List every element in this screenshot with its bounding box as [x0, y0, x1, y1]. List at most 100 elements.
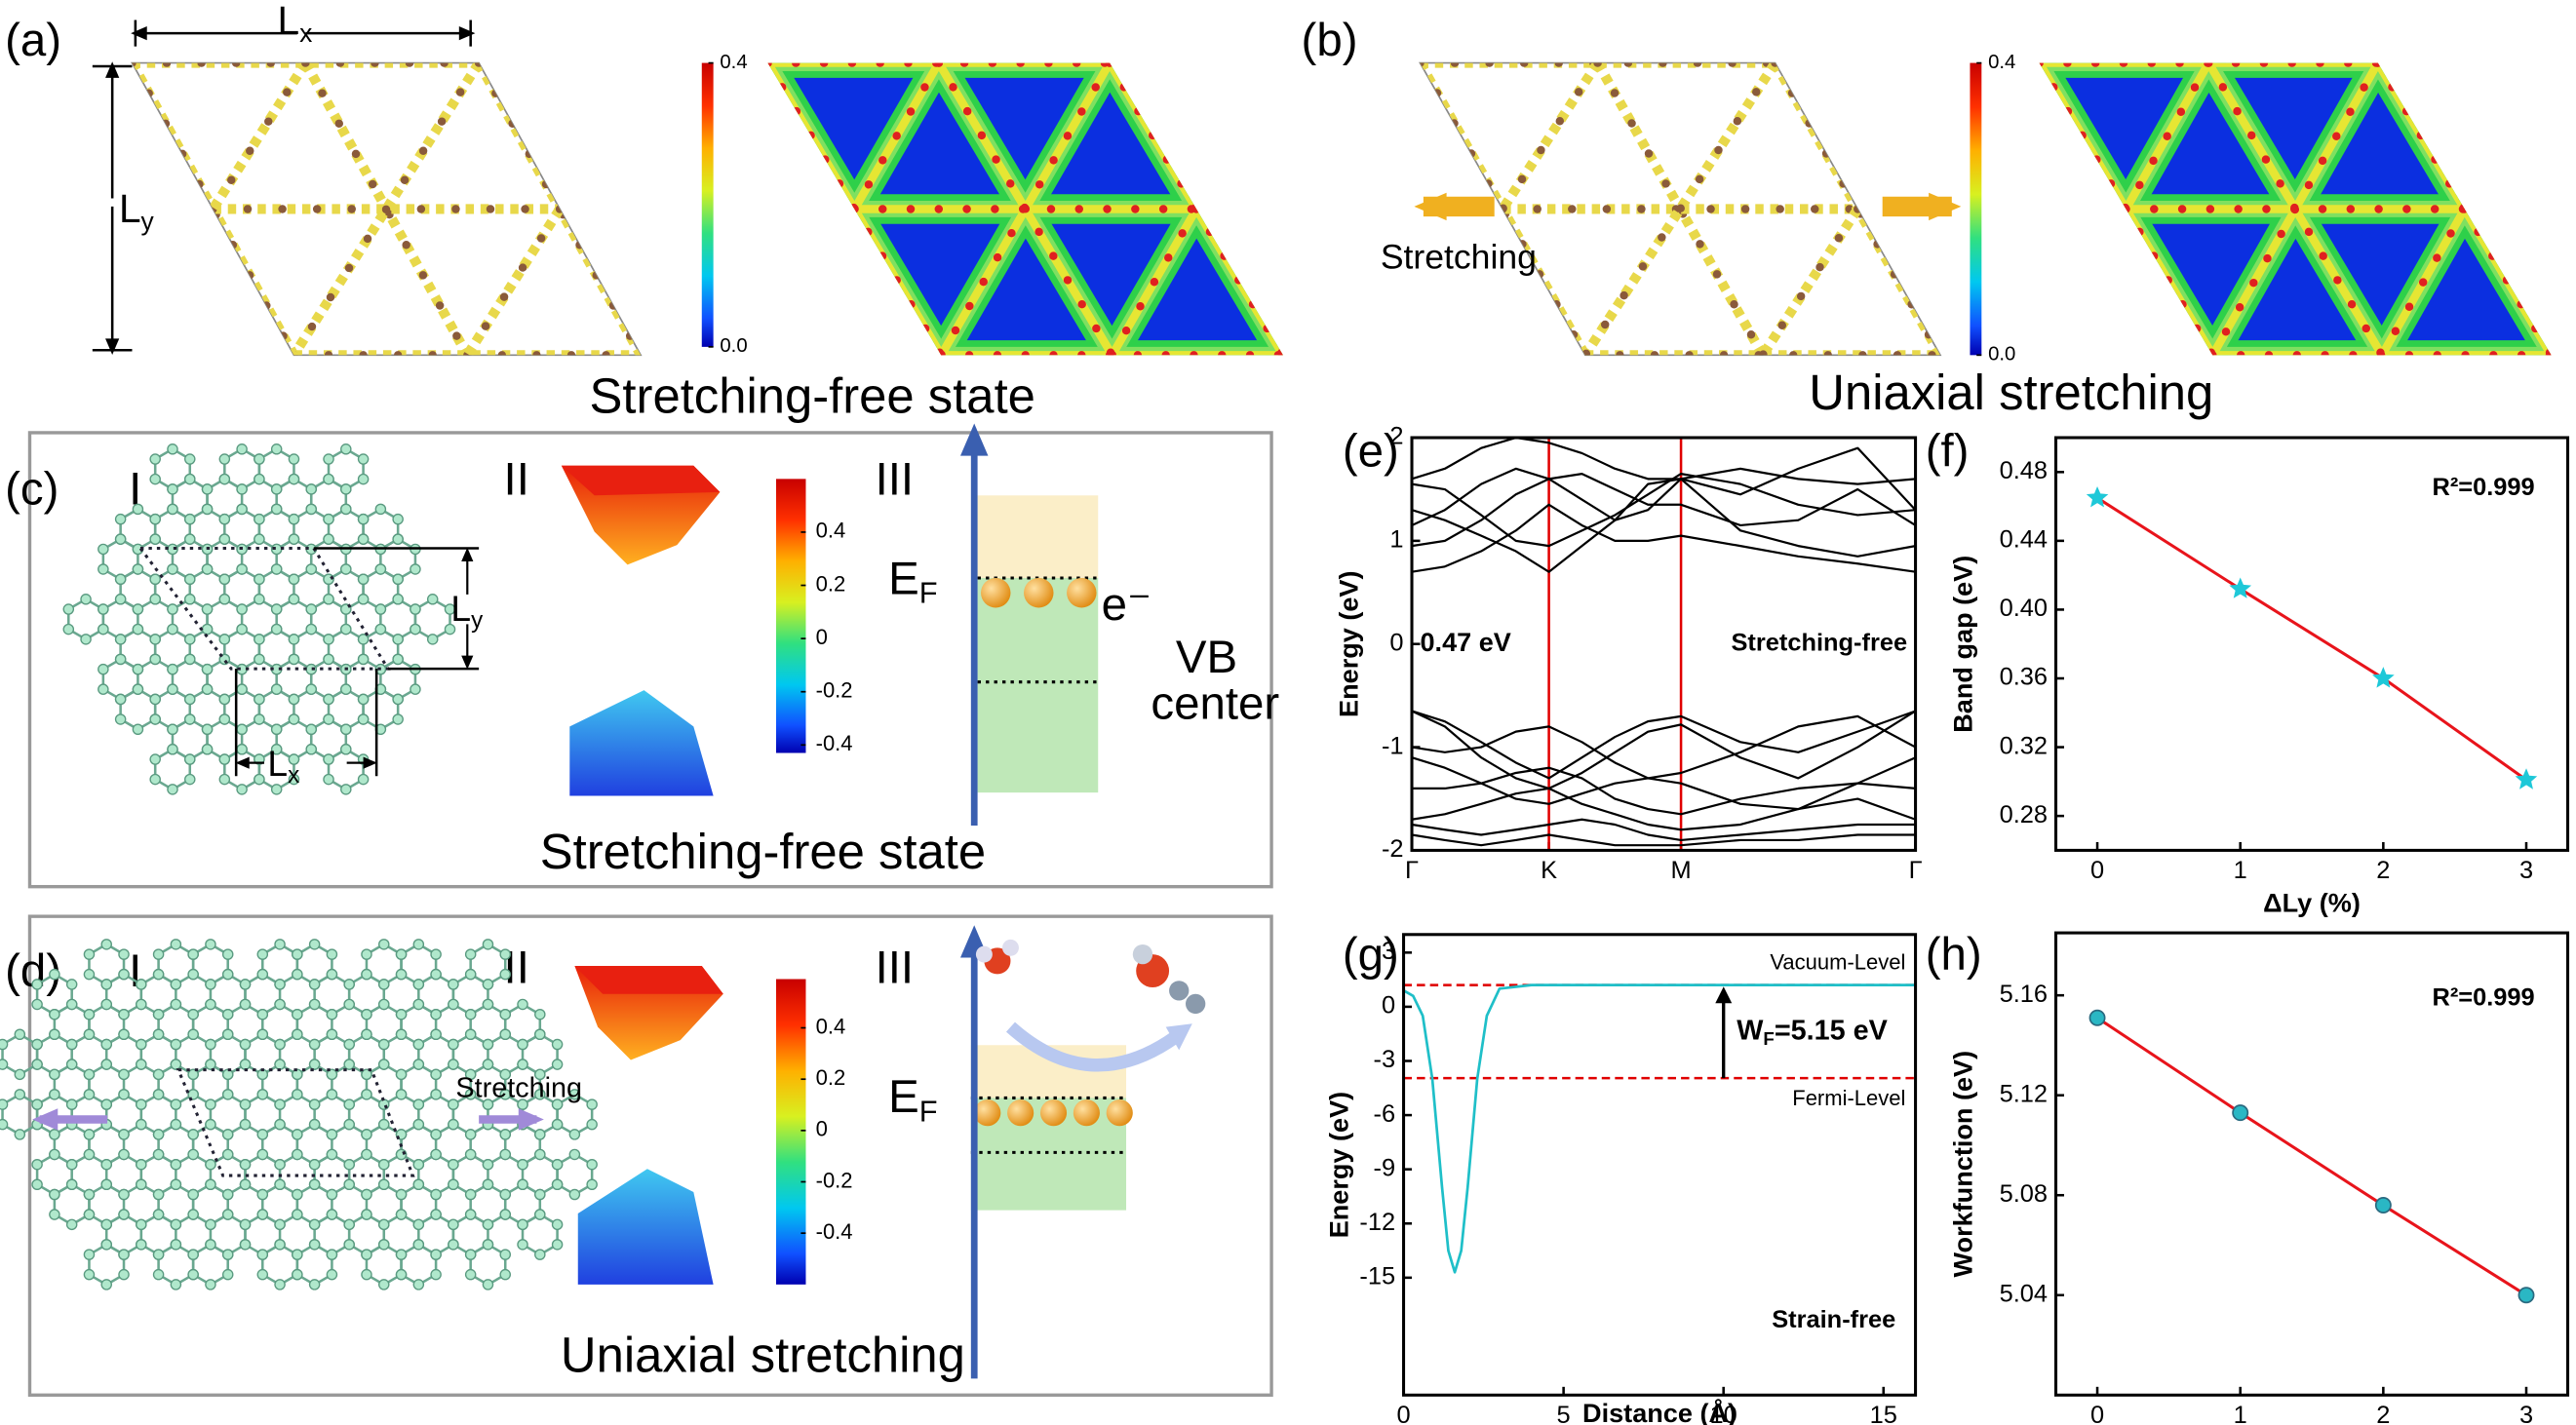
vb-region: [977, 577, 1099, 793]
carbon: [136, 979, 147, 990]
x-tick-label: 0: [2090, 1402, 2104, 1425]
density-ridge: [937, 62, 1114, 356]
carbon: [256, 1129, 269, 1140]
carbon: [395, 1068, 408, 1081]
carbon: [378, 1038, 390, 1051]
carbon: [288, 453, 300, 465]
colorbar-label: -0.4: [816, 731, 853, 755]
carbon: [152, 1188, 165, 1201]
colorbar-label: 0.0: [1988, 344, 2015, 366]
ring: [119, 567, 157, 611]
ring: [327, 567, 365, 611]
carbon: [323, 753, 334, 765]
carbon: [221, 968, 234, 981]
carbon: [482, 939, 494, 950]
carbon: [586, 1118, 598, 1131]
carbon: [448, 1158, 459, 1171]
carbon: [444, 603, 456, 615]
carbon: [357, 634, 370, 645]
carbon: [340, 483, 352, 495]
carbon: [136, 1239, 147, 1251]
carbon: [118, 1188, 130, 1201]
carbon: [326, 1129, 338, 1140]
carbon: [392, 693, 404, 706]
carbon: [270, 784, 283, 795]
carbon: [361, 1148, 372, 1161]
cb-top-face: [574, 965, 723, 994]
carbon: [374, 603, 387, 615]
ring: [365, 1002, 403, 1047]
y-tick-label: 0.48: [2000, 457, 2048, 484]
carbon: [152, 1268, 165, 1281]
colorbar: [1970, 62, 1982, 356]
carbon: [31, 1098, 43, 1110]
wf-label-sub: F: [1763, 1028, 1774, 1049]
carbon: [118, 1089, 130, 1100]
carbon: [0, 1118, 9, 1131]
carbon: [448, 1178, 459, 1191]
panel-frame: [27, 914, 1273, 1397]
carbon: [187, 1129, 199, 1140]
carbon: [184, 573, 196, 586]
y-tick-label: 1: [1389, 526, 1403, 554]
hydrogen: [1002, 939, 1019, 956]
y-tick-label: 2: [1389, 423, 1403, 450]
carbon: [430, 1188, 442, 1201]
carbon: [65, 979, 78, 990]
carbon: [100, 939, 112, 950]
carbon: [170, 1218, 182, 1231]
carbon: [236, 623, 248, 635]
colorbar-label: 0: [816, 625, 828, 649]
vb-bottom: [577, 1169, 714, 1285]
carbon: [499, 1089, 511, 1100]
x-tick-label: 1: [2234, 1402, 2247, 1425]
carbon: [340, 784, 352, 795]
ring: [521, 1152, 559, 1196]
carbon: [395, 1249, 408, 1260]
carbon: [49, 1209, 60, 1220]
data-line: [1412, 766, 1916, 816]
colorbar-label: 0.4: [816, 519, 846, 543]
carbon: [201, 603, 214, 615]
ring: [53, 1123, 91, 1167]
y-axis-label: Workfunction (eV): [1948, 1051, 1978, 1278]
x-tick-label: M: [1670, 857, 1691, 884]
ring: [1, 1032, 39, 1076]
carbon: [170, 1178, 182, 1191]
carbon: [184, 453, 196, 465]
ring: [327, 447, 365, 491]
carbon: [568, 1188, 581, 1201]
ring: [556, 1152, 594, 1196]
ring: [67, 597, 105, 641]
colorbar-label: -0.2: [816, 1168, 853, 1192]
carbon: [482, 1038, 494, 1051]
carbon: [167, 623, 178, 635]
carbon: [430, 1268, 442, 1281]
carbon: [254, 573, 265, 586]
ring: [521, 1213, 559, 1256]
carbon: [378, 1239, 390, 1251]
density-ridge: [2377, 205, 2469, 356]
carbon: [167, 784, 178, 795]
x-axis-label: ΔLy (%): [2263, 887, 2361, 917]
carbon: [308, 1038, 321, 1051]
y-tick-label: 0.28: [2000, 801, 2048, 828]
carbon: [288, 573, 300, 586]
y-tick-label: 0.32: [2000, 732, 2048, 759]
carbon: [326, 1089, 338, 1100]
data-point: [2374, 1197, 2392, 1213]
carbon: [412, 1098, 425, 1110]
carbon: [49, 1028, 60, 1041]
part-label: I: [129, 463, 141, 515]
carbon: [167, 744, 178, 755]
carbon: [205, 979, 216, 990]
carbon: [187, 948, 199, 960]
carbon: [83, 1268, 96, 1281]
ring: [119, 687, 157, 731]
carbon: [308, 1239, 321, 1251]
carbon: [221, 1249, 234, 1260]
carbon: [464, 1028, 477, 1041]
carbon: [412, 1038, 425, 1051]
wf-label-rest: =5.15 eV: [1775, 1015, 1888, 1046]
carbon: [499, 1129, 511, 1140]
